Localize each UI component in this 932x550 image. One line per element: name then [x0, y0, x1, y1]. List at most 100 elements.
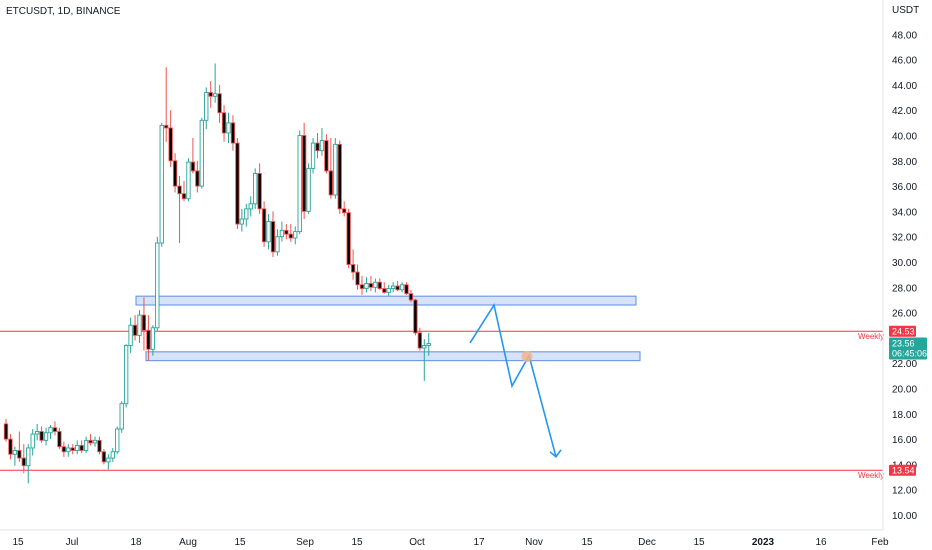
candle-19 — [83, 436, 89, 454]
candle-13 — [57, 427, 62, 450]
projection-arrow[interactable] — [469, 302, 557, 458]
candle-20 — [88, 434, 93, 446]
candle-body — [159, 124, 164, 244]
candle-body — [417, 332, 422, 349]
candle-body — [21, 457, 26, 467]
candle-30 — [132, 315, 138, 341]
candle-body — [186, 161, 191, 200]
candle-69 — [306, 163, 311, 214]
candle-body — [172, 160, 178, 187]
candle-3 — [12, 446, 18, 466]
candle-body — [190, 161, 196, 172]
candle-68 — [302, 122, 307, 219]
candle-body — [83, 439, 89, 451]
candle-88 — [391, 282, 396, 293]
time-tick-label: 18 — [130, 537, 142, 548]
time-tick-label: Jul — [66, 537, 79, 548]
price-tick-label: 44.00 — [892, 81, 917, 92]
candle-1 — [3, 418, 9, 442]
candle-body — [310, 142, 316, 169]
candle-25 — [110, 447, 115, 462]
time-tick-label: Dec — [638, 537, 656, 548]
candle-body — [293, 231, 298, 239]
candle-body — [181, 193, 187, 200]
candle-50 — [221, 105, 227, 142]
target-marker — [521, 351, 533, 363]
candle-body — [61, 446, 67, 453]
candle-82 — [364, 277, 369, 293]
candle-7 — [30, 428, 35, 456]
supply-zone[interactable] — [135, 295, 637, 306]
candle-body — [266, 221, 271, 243]
candle-body — [306, 167, 311, 212]
chart-title: ETCUSDT, 1D, BINANCE — [6, 6, 121, 17]
candle-body — [92, 439, 98, 444]
weekly-level-label-1: Weekly — [858, 332, 884, 341]
time-tick-label: 15 — [351, 537, 363, 548]
candle-body — [150, 327, 155, 350]
price-tick-label: 38.00 — [892, 157, 917, 168]
candle-body — [110, 451, 115, 459]
price-axis[interactable]: USDT 48.00 46.00 44.00 42.00 40.00 38.00 36.00… — [892, 5, 919, 522]
price-tick-label: 28.00 — [892, 283, 917, 294]
candle-60 — [266, 213, 271, 250]
candle-93 — [413, 298, 418, 336]
demand-zone[interactable] — [145, 351, 641, 362]
candle-80 — [355, 264, 360, 290]
candle-40 — [177, 175, 182, 244]
candle-85 — [377, 278, 382, 290]
candle-91 — [404, 282, 409, 295]
candle-52 — [230, 115, 236, 151]
candle-body — [141, 314, 147, 331]
candle-36 — [159, 122, 164, 247]
time-tick-label: 17 — [473, 537, 485, 548]
candle-body — [359, 284, 365, 290]
candle-39 — [172, 153, 178, 193]
candle-74 — [328, 138, 333, 199]
time-tick-label: 2023 — [752, 537, 775, 548]
candle-body — [404, 284, 409, 295]
candle-body — [128, 324, 133, 346]
price-tick-label: 10.00 — [892, 511, 917, 522]
current-price-tag — [889, 337, 927, 360]
candle-75 — [333, 138, 338, 199]
candle-body — [342, 208, 347, 214]
candle-body — [261, 208, 267, 243]
candle-2 — [8, 434, 13, 460]
time-axis[interactable]: 15 Jul 18 Aug 15 Sep 15 Oct 17 Nov 15 Dec 15 2023 16 Fe… — [12, 537, 889, 548]
candle-86 — [382, 282, 387, 294]
candle-22 — [97, 436, 102, 455]
candle-body — [337, 143, 342, 210]
candle-15 — [66, 444, 71, 457]
candle-body — [79, 444, 84, 451]
candle-71 — [315, 132, 320, 159]
candle-4 — [17, 431, 22, 462]
time-tick-label: Oct — [409, 537, 425, 548]
current-price-value: 23.56 — [892, 338, 915, 348]
candle-body — [221, 112, 227, 134]
candle-body — [39, 431, 44, 441]
candle-44 — [195, 160, 200, 193]
candle-48 — [212, 63, 218, 103]
price-tick-label: 32.00 — [892, 233, 917, 244]
candle-body — [155, 242, 160, 329]
candle-47 — [208, 81, 213, 108]
price-tick-label: 36.00 — [892, 182, 917, 193]
price-tick-label: 34.00 — [892, 207, 917, 218]
candle-body — [177, 185, 182, 195]
candle-6 — [26, 444, 31, 484]
candle-83 — [368, 275, 374, 292]
candle-body — [35, 431, 40, 435]
time-tick-label: 15 — [12, 537, 24, 548]
candle-body — [26, 447, 31, 467]
price-tick-label: 40.00 — [892, 132, 917, 143]
time-tick-label: 15 — [693, 537, 705, 548]
candle-body — [333, 143, 338, 196]
candle-51 — [226, 112, 231, 144]
candle-17 — [75, 440, 80, 455]
candle-body — [346, 212, 351, 265]
candle-32 — [141, 297, 147, 351]
weekly-level-value-1: 24.53 — [892, 327, 915, 337]
candle-body — [315, 142, 320, 152]
